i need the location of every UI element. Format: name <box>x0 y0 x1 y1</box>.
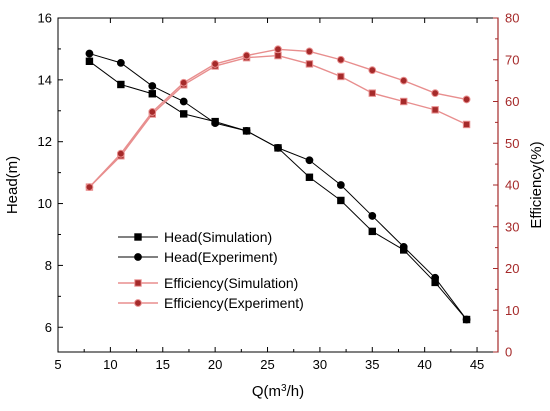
data-point <box>85 49 94 58</box>
x-tick-label: 20 <box>208 357 222 372</box>
data-point <box>337 72 345 81</box>
y-left-axis-title: Head(m) <box>4 156 21 214</box>
y-right-tick-label: 80 <box>505 11 519 26</box>
data-point <box>336 181 345 189</box>
x-tick-label: 40 <box>417 357 431 372</box>
data-point <box>336 55 345 64</box>
y-right-tick-label: 50 <box>505 136 519 151</box>
x-axis-title-part: Q(m <box>252 383 281 400</box>
y-left-tick-label: 14 <box>38 72 52 87</box>
data-point <box>337 196 345 205</box>
data-point <box>148 108 157 116</box>
data-point <box>399 242 408 251</box>
y-right-axis-title: Efficiency(%) <box>528 141 545 228</box>
x-tick-label: 15 <box>156 357 170 372</box>
y-left-tick-label: 8 <box>45 258 52 273</box>
legend-item: Head(Simulation) <box>118 229 272 245</box>
data-point <box>148 82 157 90</box>
x-tick-label: 30 <box>313 357 327 372</box>
data-point <box>305 60 314 68</box>
data-point <box>116 149 125 158</box>
legend-item: Efficiency(Simulation) <box>118 275 298 291</box>
data-point <box>305 47 314 56</box>
data-point <box>242 51 251 60</box>
data-point <box>211 60 220 68</box>
y-left-tick-label: 16 <box>38 11 52 26</box>
legend-label: Head(Experiment) <box>164 249 278 265</box>
data-point <box>117 80 125 89</box>
data-point <box>431 89 440 98</box>
data-point <box>399 76 408 85</box>
x-axis-title: Q(m3/h) <box>252 383 304 401</box>
data-point <box>179 97 188 106</box>
y-right-tick-label: 10 <box>505 303 519 318</box>
data-point <box>431 106 439 114</box>
legend-label: Efficiency(Simulation) <box>164 275 298 291</box>
data-point <box>305 173 314 181</box>
legend-label: Efficiency(Experiment) <box>164 295 304 311</box>
data-point <box>431 273 440 282</box>
y-right-tick-label: 40 <box>505 178 519 193</box>
data-point <box>274 51 282 60</box>
data-point <box>368 66 377 75</box>
y-left-tick-label: 10 <box>38 196 52 211</box>
x-axis-title-part: /h) <box>287 383 305 400</box>
data-point <box>211 119 220 128</box>
data-point <box>368 227 376 236</box>
y-right-tick-label: 20 <box>505 261 519 276</box>
y-right-tick-label: 70 <box>505 52 519 67</box>
legend-marker <box>134 233 142 241</box>
legend: Head(Simulation) Head(Experiment) Efficien… <box>118 229 304 311</box>
axes-layer: 5 10 15 20 25 30 35 40 45 6 8 10 12 14 16 0 10 20 30 40 50 60… <box>4 11 545 401</box>
x-tick-label: 5 <box>54 357 61 372</box>
series-efficiency-simulation <box>85 51 471 191</box>
series-head-experiment <box>85 49 471 324</box>
x-tick-label: 35 <box>365 357 379 372</box>
series-line <box>88 48 467 188</box>
legend-marker <box>134 299 142 307</box>
data-point <box>400 97 408 106</box>
data-point <box>85 183 94 191</box>
data-point <box>180 110 188 118</box>
data-point <box>462 315 471 324</box>
y-left-tick-label: 12 <box>38 134 52 149</box>
y-right-tick-label: 0 <box>505 345 512 360</box>
x-axis-title-superscript: 3 <box>281 383 287 394</box>
x-tick-label: 25 <box>260 357 274 372</box>
x-tick-label: 45 <box>470 357 484 372</box>
legend-item: Head(Experiment) <box>118 249 278 265</box>
series-layer <box>85 45 471 324</box>
series-efficiency-experiment <box>85 45 471 191</box>
data-point <box>242 126 251 135</box>
y-left-tick-label: 6 <box>45 320 52 335</box>
data-point <box>305 156 314 165</box>
data-point <box>274 45 282 54</box>
data-point <box>462 95 471 104</box>
legend-item: Efficiency(Experiment) <box>118 295 304 311</box>
data-point <box>368 212 377 220</box>
data-point <box>179 78 188 87</box>
legend-marker <box>134 279 142 287</box>
data-point <box>274 143 282 152</box>
data-point <box>85 57 94 65</box>
legend-marker <box>134 253 142 261</box>
y-right-tick-label: 60 <box>505 94 519 109</box>
legend-label: Head(Simulation) <box>164 229 272 245</box>
x-tick-label: 10 <box>103 357 117 372</box>
data-point <box>116 58 125 67</box>
data-point <box>368 89 376 97</box>
y-right-tick-label: 30 <box>505 219 519 234</box>
data-point <box>148 90 156 98</box>
data-point <box>462 120 471 129</box>
